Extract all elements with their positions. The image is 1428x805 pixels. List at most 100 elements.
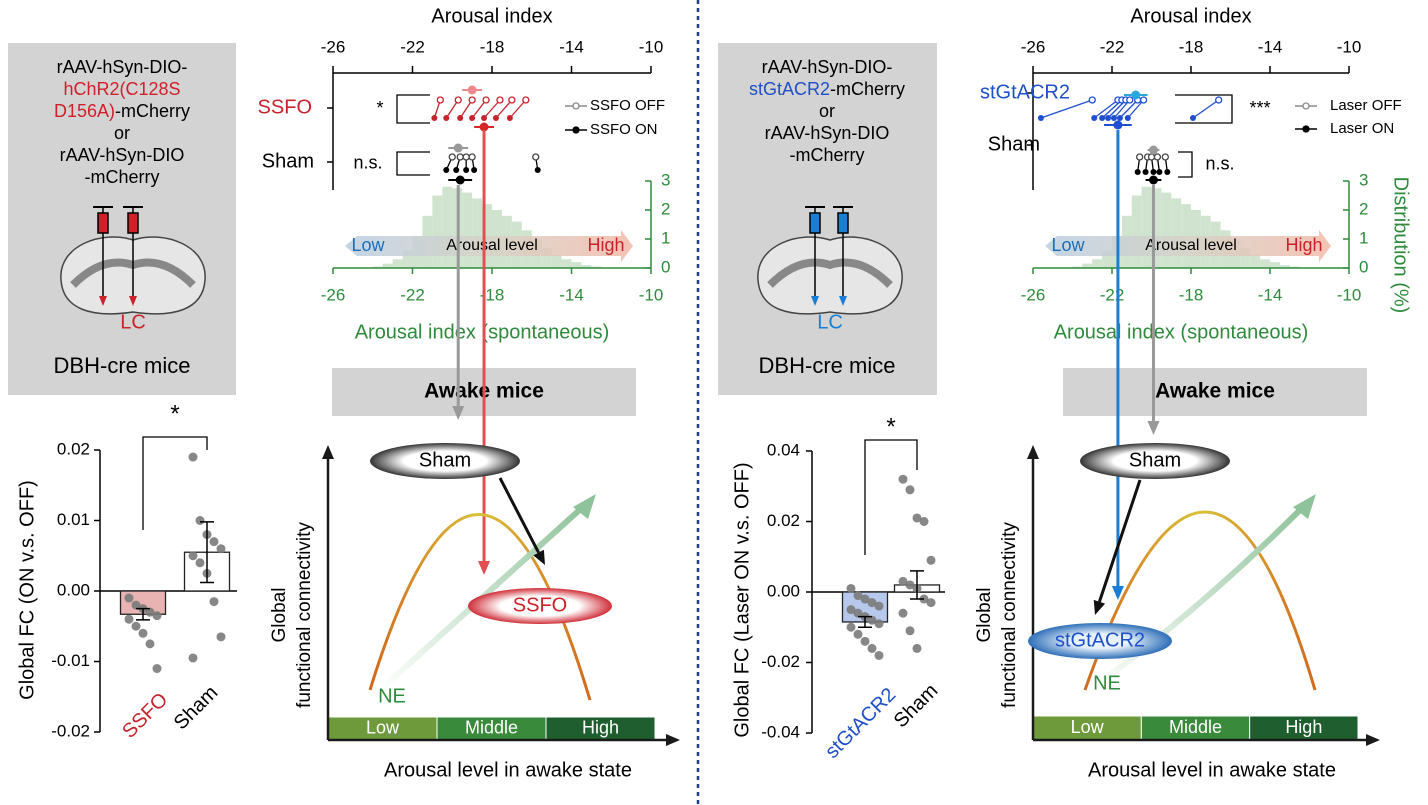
pair-line <box>1192 99 1220 119</box>
histogram-bar <box>1082 263 1093 268</box>
construct-text: -mCherry <box>85 167 160 187</box>
region-label: LC <box>120 311 146 333</box>
sham-label: Sham <box>419 449 471 471</box>
mean-point <box>467 85 477 95</box>
x-axis-arrow-head <box>666 734 680 746</box>
construct-text: rAAV-hSyn-DIO- <box>762 57 893 77</box>
on-point <box>1105 115 1112 121</box>
on-point <box>471 167 478 173</box>
y2-tick-label: 1 <box>661 228 670 247</box>
on-point <box>457 115 464 121</box>
histogram-bar <box>541 247 552 268</box>
histogram-bar <box>442 186 453 268</box>
x-tick-label: -22 <box>400 37 425 56</box>
brain <box>757 236 903 315</box>
legend-marker <box>1302 102 1310 110</box>
row-label: SSFO <box>258 96 312 118</box>
y-tick-label: 0.00 <box>767 581 800 600</box>
off-point <box>468 96 476 104</box>
histogram-bar <box>1102 250 1112 268</box>
y-tick-label: -0.02 <box>51 721 90 740</box>
on-point <box>431 115 438 121</box>
mean-point <box>1148 175 1158 185</box>
level-label: Middle <box>465 717 518 737</box>
on-point <box>1142 169 1149 175</box>
data-point <box>145 639 155 649</box>
data-point <box>188 452 198 462</box>
off-point <box>508 96 516 104</box>
x-tick-label: -18 <box>480 37 505 56</box>
level-box <box>1140 715 1251 741</box>
histogram-bar <box>561 259 572 268</box>
pair-line <box>1093 99 1119 119</box>
data-point <box>195 558 205 568</box>
treatment-label: SSFO <box>513 594 567 616</box>
data-point <box>867 598 877 608</box>
link-arrow-head <box>1111 586 1124 600</box>
histogram-bar <box>1141 186 1152 268</box>
y2-tick-label: 0 <box>1359 257 1368 276</box>
x-tick-label: -14 <box>1258 37 1283 56</box>
shift-arrow-head <box>1093 599 1106 615</box>
arousal-arrow <box>345 230 633 262</box>
data-point <box>216 544 226 554</box>
data-point <box>188 551 198 561</box>
construct-line: stGtACR2-mCherry <box>749 79 905 99</box>
syringe-barrel <box>809 212 821 234</box>
on-point <box>1099 115 1106 121</box>
data-point <box>216 632 226 642</box>
histogram-bar <box>1260 259 1270 268</box>
data-point <box>124 593 134 603</box>
level-label: High <box>1285 717 1322 737</box>
y-tick-label: -0.01 <box>51 651 90 670</box>
y-tick-label: -0.04 <box>761 722 800 741</box>
y2-tick-label: 1 <box>1359 228 1368 247</box>
link-arrow-head <box>478 561 491 575</box>
off-point <box>482 96 490 104</box>
sig-label: *** <box>1249 98 1270 118</box>
awake-box <box>1063 368 1367 416</box>
off-point <box>532 153 540 161</box>
x-tick-label: -26 <box>1021 37 1046 56</box>
mean-point <box>479 122 489 132</box>
histogram-bar <box>1161 192 1172 268</box>
sig-label: n.s. <box>1205 153 1234 173</box>
x-axis-title: Arousal level in awake state <box>1088 759 1336 781</box>
off-point <box>1215 96 1223 104</box>
sham-ellipse <box>370 443 520 479</box>
ne-arrow <box>1088 502 1308 693</box>
y-tick-label: 0.02 <box>767 511 800 530</box>
construct-text: stGtACR2 <box>749 79 830 99</box>
histogram-bar <box>472 198 483 268</box>
histogram-bar <box>551 254 562 268</box>
mean-point <box>453 143 463 153</box>
injection-site <box>839 296 847 306</box>
shift-arrow-head <box>533 549 545 565</box>
histogram-bar <box>1151 188 1162 268</box>
error-bar <box>858 615 872 628</box>
pair-line <box>1040 99 1093 119</box>
arrow-high: High <box>587 235 624 255</box>
construct-line: rAAV-hSyn-DIO- <box>762 57 893 77</box>
shift-arrow <box>1098 479 1142 603</box>
construct-text: or <box>114 123 130 143</box>
sig-bracket <box>1178 151 1193 178</box>
y2-axis-title: Distribution (%) <box>1390 177 1412 314</box>
histogram-bar <box>571 262 582 268</box>
treatment-ellipse <box>1028 623 1172 659</box>
row-label: stGtACR2 <box>980 81 1070 103</box>
construct-text: rAAV-hSyn-DIO <box>60 145 185 165</box>
data-point <box>867 615 877 625</box>
y-tick-label: 0.01 <box>57 510 90 529</box>
arrow-middle: Arousal level <box>446 237 538 254</box>
legend-label: Laser OFF <box>1330 97 1402 114</box>
pair-line <box>1119 99 1139 119</box>
x-tick-label: -26 <box>321 285 346 304</box>
mean-point <box>1131 90 1141 100</box>
x-tick-label: -18 <box>1179 37 1204 56</box>
x-tick-label: -14 <box>559 285 584 304</box>
on-point <box>1150 169 1157 175</box>
data-point <box>898 608 908 618</box>
on-point <box>1110 115 1117 121</box>
syringe-barrel <box>97 212 109 234</box>
